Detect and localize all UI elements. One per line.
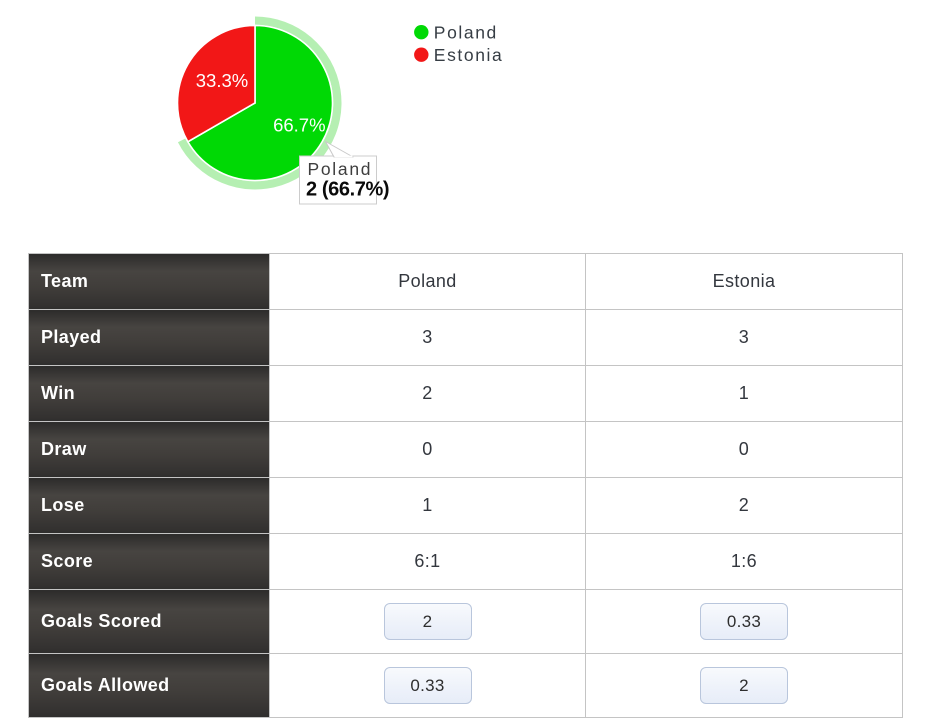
svg-text:2 (66.7%): 2 (66.7%) (306, 179, 389, 201)
svg-text:Poland: Poland (308, 159, 373, 179)
svg-text:66.7%: 66.7% (273, 114, 325, 135)
svg-text:Poland: Poland (434, 22, 498, 42)
svg-text:33.3%: 33.3% (196, 70, 248, 91)
svg-text:Estonia: Estonia (434, 45, 504, 65)
